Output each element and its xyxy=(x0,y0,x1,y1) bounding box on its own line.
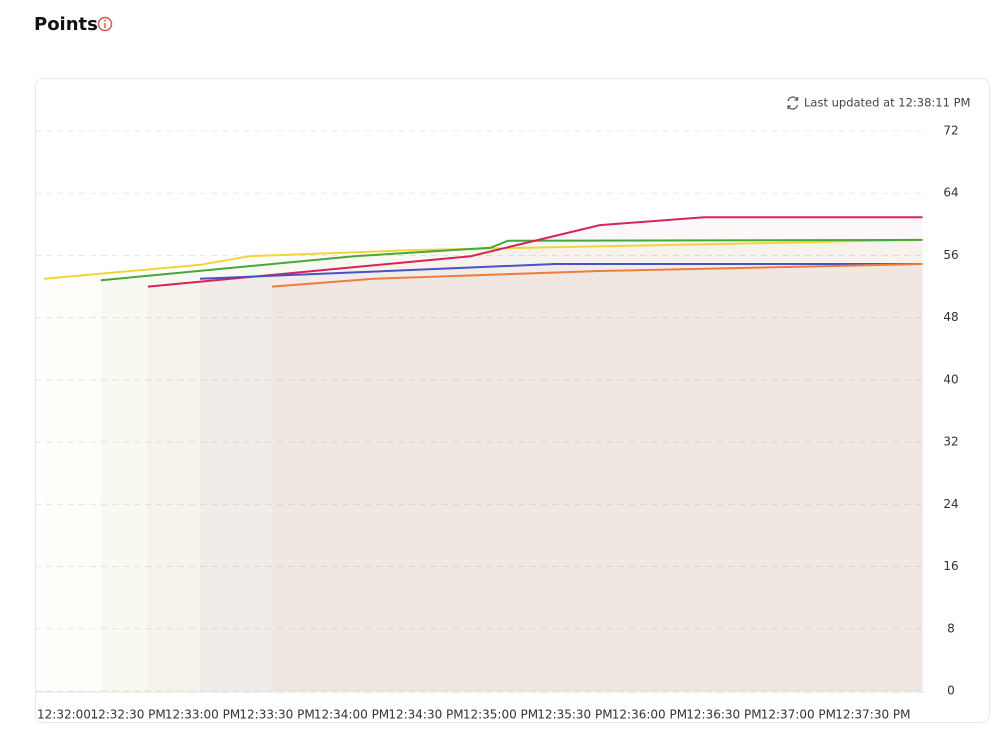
x-tick-label: 12:36:30 PM xyxy=(686,708,761,722)
refresh-icon[interactable] xyxy=(787,96,799,110)
x-tick-label: 12:37:30 PM xyxy=(835,708,910,722)
series-line xyxy=(43,238,923,280)
y-tick-label: 8 xyxy=(947,621,955,635)
page-title: Points xyxy=(34,14,98,35)
x-tick-label: 12:33:00 PM xyxy=(165,708,240,722)
x-tick-label: 12:33:30 PM xyxy=(239,708,314,722)
x-tick-label: 12:37:00 PM xyxy=(761,708,836,722)
y-tick-label: 64 xyxy=(943,186,958,200)
x-tick-label: 12:32:00... xyxy=(37,708,102,722)
y-tick-label: 24 xyxy=(943,497,958,511)
y-tick-label: 32 xyxy=(943,435,958,449)
y-tick-label: 40 xyxy=(943,372,958,386)
x-tick-label: 12:34:00 PM xyxy=(314,708,389,722)
x-tick-label: 12:35:00 PM xyxy=(463,708,538,722)
y-tick-label: 0 xyxy=(947,684,955,698)
y-tick-label: 72 xyxy=(943,124,958,138)
x-tick-label: 12:36:00 PM xyxy=(612,708,687,722)
x-tick-label: 12:34:30 PM xyxy=(388,708,463,722)
info-icon[interactable] xyxy=(97,16,113,32)
y-tick-label: 56 xyxy=(943,248,958,262)
y-tick-label: 48 xyxy=(943,310,958,324)
series-area xyxy=(272,264,922,691)
series-line xyxy=(147,216,923,288)
last-updated: Last updated at 12:38:11 PM xyxy=(804,96,970,110)
series-line xyxy=(200,263,923,280)
x-tick-label: 12:35:30 PM xyxy=(537,708,612,722)
y-tick-label: 16 xyxy=(943,559,958,573)
x-tick-label: 12:32:30 PM xyxy=(90,708,165,722)
plot: 0 8 16 24 32 40 48 56 64 72 12:32:00...12:32:30 PM… xyxy=(35,124,959,722)
series-line xyxy=(272,263,923,288)
series-line xyxy=(100,238,923,282)
